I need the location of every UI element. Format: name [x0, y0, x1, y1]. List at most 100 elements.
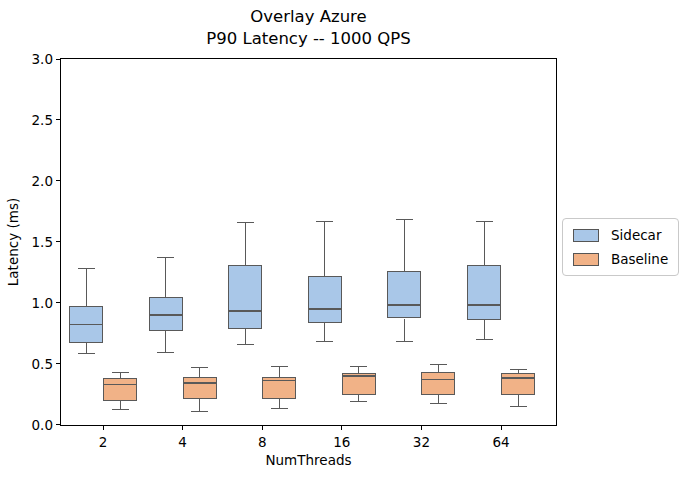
median-Baseline-64	[502, 377, 534, 379]
cap-upper-Sidecar-16	[316, 221, 333, 222]
ytick-label-2.0: 2.0	[13, 172, 53, 190]
xtick-label-32: 32	[399, 433, 443, 451]
cap-upper-Sidecar-32	[396, 219, 413, 220]
xtick-label-16: 16	[320, 433, 364, 451]
legend-swatch-sidecar	[573, 229, 599, 242]
cap-upper-Baseline-2	[112, 372, 129, 373]
median-Sidecar-2	[70, 324, 102, 326]
xtick-label-64: 64	[479, 433, 523, 451]
xtick-mark-32	[421, 426, 422, 430]
cap-upper-Baseline-8	[271, 366, 288, 367]
cap-upper-Baseline-64	[510, 369, 527, 370]
chart-title: Overlay Azure	[60, 6, 557, 28]
cap-lower-Baseline-16	[350, 401, 367, 402]
box-Sidecar-8	[228, 265, 262, 330]
legend-entry-sidecar: Sidecar	[573, 227, 668, 243]
whisker-lower-Sidecar-64	[484, 320, 485, 339]
cap-lower-Sidecar-16	[316, 341, 333, 342]
cap-lower-Sidecar-64	[476, 339, 493, 340]
whisker-upper-Baseline-8	[279, 366, 280, 377]
ytick-label-1.0: 1.0	[13, 294, 53, 312]
whisker-upper-Baseline-4	[199, 367, 200, 377]
chart-subtitle: P90 Latency -- 1000 QPS	[60, 28, 557, 50]
whisker-lower-Sidecar-8	[245, 329, 246, 344]
whisker-lower-Sidecar-16	[324, 323, 325, 341]
box-Baseline-4	[183, 377, 217, 399]
ytick-mark-1.0	[56, 302, 60, 303]
legend-entry-baseline: Baseline	[573, 251, 668, 267]
cap-upper-Baseline-16	[350, 366, 367, 367]
ytick-mark-1.5	[56, 241, 60, 242]
cap-upper-Sidecar-4	[157, 257, 174, 258]
median-Sidecar-8	[229, 310, 261, 312]
cap-lower-Baseline-4	[191, 411, 208, 412]
ytick-mark-2.0	[56, 180, 60, 181]
ytick-label-1.5: 1.5	[13, 233, 53, 251]
ytick-mark-0.5	[56, 363, 60, 364]
xtick-mark-8	[262, 426, 263, 430]
cap-upper-Baseline-4	[191, 367, 208, 368]
ytick-label-2.5: 2.5	[13, 111, 53, 129]
legend: Sidecar Baseline	[562, 218, 679, 276]
whisker-upper-Sidecar-8	[245, 222, 246, 265]
median-Sidecar-4	[150, 314, 182, 316]
cap-upper-Baseline-32	[430, 364, 447, 365]
ytick-mark-3.0	[56, 59, 60, 60]
xtick-mark-16	[341, 426, 342, 430]
cap-lower-Sidecar-8	[237, 344, 254, 345]
box-Baseline-16	[342, 373, 376, 395]
median-Baseline-16	[343, 375, 375, 377]
x-axis-label: NumThreads	[60, 452, 557, 468]
whisker-upper-Sidecar-4	[165, 258, 166, 297]
xtick-label-8: 8	[240, 433, 284, 451]
cap-upper-Sidecar-2	[78, 268, 95, 269]
whisker-upper-Sidecar-2	[86, 269, 87, 307]
median-Baseline-32	[422, 379, 454, 381]
cap-upper-Sidecar-8	[237, 222, 254, 223]
legend-swatch-baseline	[573, 253, 599, 266]
box-Baseline-2	[103, 378, 137, 401]
ytick-mark-0.0	[56, 424, 60, 425]
xtick-label-2: 2	[81, 433, 125, 451]
ytick-label-3.0: 3.0	[13, 50, 53, 68]
median-Baseline-8	[263, 380, 295, 382]
box-Sidecar-16	[308, 276, 342, 324]
whisker-lower-Sidecar-4	[165, 331, 166, 353]
whisker-lower-Sidecar-2	[86, 343, 87, 354]
whisker-lower-Baseline-64	[518, 395, 519, 406]
whisker-lower-Baseline-4	[199, 399, 200, 411]
whisker-upper-Baseline-32	[438, 365, 439, 372]
xtick-label-4: 4	[161, 433, 205, 451]
chart-title-block: Overlay Azure P90 Latency -- 1000 QPS	[60, 6, 557, 50]
whisker-upper-Sidecar-32	[404, 220, 405, 271]
xtick-mark-2	[103, 426, 104, 430]
box-Baseline-32	[421, 372, 455, 395]
xtick-mark-64	[501, 426, 502, 430]
cap-upper-Sidecar-64	[476, 221, 493, 222]
ytick-label-0.5: 0.5	[13, 355, 53, 373]
ytick-mark-2.5	[56, 119, 60, 120]
box-Sidecar-64	[467, 265, 501, 320]
median-Sidecar-16	[309, 308, 341, 310]
median-Sidecar-64	[468, 304, 500, 306]
median-Baseline-2	[104, 384, 136, 386]
cap-lower-Baseline-64	[510, 406, 527, 407]
whisker-upper-Sidecar-16	[324, 221, 325, 276]
cap-lower-Sidecar-32	[396, 341, 413, 342]
xtick-mark-4	[182, 426, 183, 430]
legend-label-baseline: Baseline	[611, 251, 668, 267]
cap-lower-Baseline-8	[271, 408, 288, 409]
cap-lower-Sidecar-4	[157, 352, 174, 353]
whisker-upper-Baseline-16	[358, 366, 359, 373]
legend-label-sidecar: Sidecar	[611, 227, 661, 243]
median-Sidecar-32	[388, 304, 420, 306]
median-Baseline-4	[184, 382, 216, 384]
boxplot-figure: Overlay Azure P90 Latency -- 1000 QPS La…	[0, 0, 683, 480]
cap-lower-Sidecar-2	[78, 353, 95, 354]
cap-lower-Baseline-2	[112, 409, 129, 410]
whisker-upper-Sidecar-64	[484, 221, 485, 265]
plot-area: 0.00.51.01.52.02.53.0248163264	[60, 58, 557, 426]
box-Sidecar-32	[387, 271, 421, 319]
ytick-label-0.0: 0.0	[13, 416, 53, 434]
cap-lower-Baseline-32	[430, 403, 447, 404]
